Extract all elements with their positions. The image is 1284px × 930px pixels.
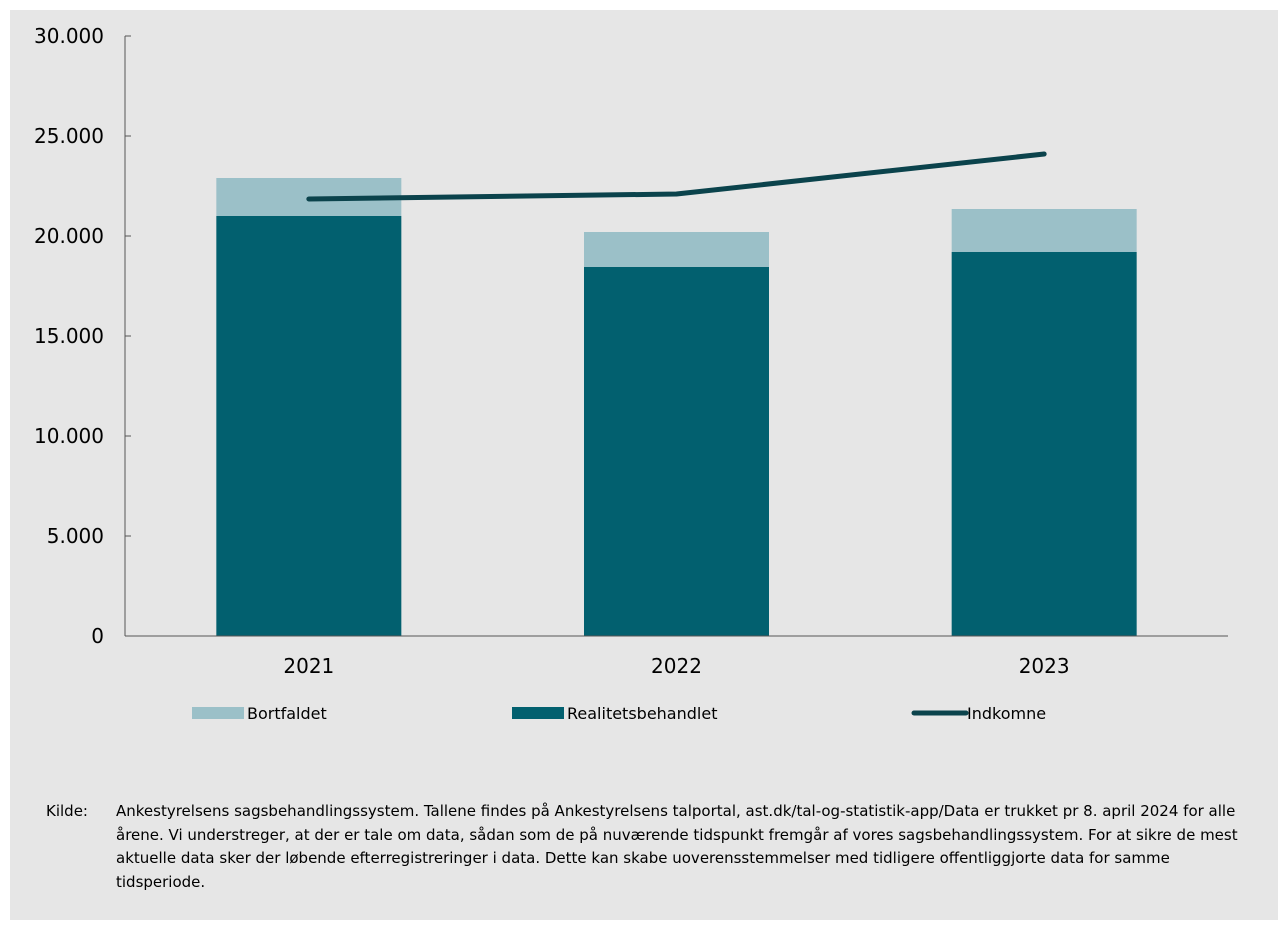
x-tick-label-2022: 2022: [651, 654, 702, 678]
x-tick-label-2021: 2021: [283, 654, 334, 678]
y-tick-label-15000: 15.000: [34, 324, 104, 348]
bar-bortfaldet-2022: [584, 232, 769, 267]
legend-label-indkomne: Indkomne: [967, 704, 1046, 723]
y-tick-label-20000: 20.000: [34, 224, 104, 248]
legend-label-realitetsbehandlet: Realitetsbehandlet: [567, 704, 717, 723]
y-tick-label-10000: 10.000: [34, 424, 104, 448]
source-label: Kilde:: [46, 802, 88, 820]
x-tick-label-2023: 2023: [1019, 654, 1070, 678]
bar-realitetsbehandlet-2021: [216, 216, 402, 636]
bar-bortfaldet-2023: [951, 209, 1137, 252]
legend-swatch-bortfaldet: [192, 707, 244, 719]
legend-label-bortfaldet: Bortfaldet: [247, 704, 327, 723]
legend-swatch-realitetsbehandlet: [512, 707, 564, 719]
source-text: Ankestyrelsens sagsbehandlingssystem. Ta…: [116, 802, 1238, 891]
source-note: Kilde: Ankestyrelsens sagsbehandlingssys…: [46, 800, 1256, 894]
y-tick-label-25000: 25.000: [34, 124, 104, 148]
line-indkomne: [306, 151, 1047, 202]
bar-realitetsbehandlet-2023: [951, 252, 1137, 636]
y-tick-label-30000: 30.000: [34, 24, 104, 48]
y-tick-label-0: 0: [91, 624, 104, 648]
y-tick-label-5000: 5.000: [47, 524, 104, 548]
chart-panel: 0 5.000 10.000 15.000 20.000 25.000 30.000 2021…: [10, 10, 1278, 920]
bar-realitetsbehandlet-2022: [584, 267, 769, 636]
stacked-bar-line-chart: 0 5.000 10.000 15.000 20.000 25.000 30.000 2021…: [34, 24, 1228, 723]
